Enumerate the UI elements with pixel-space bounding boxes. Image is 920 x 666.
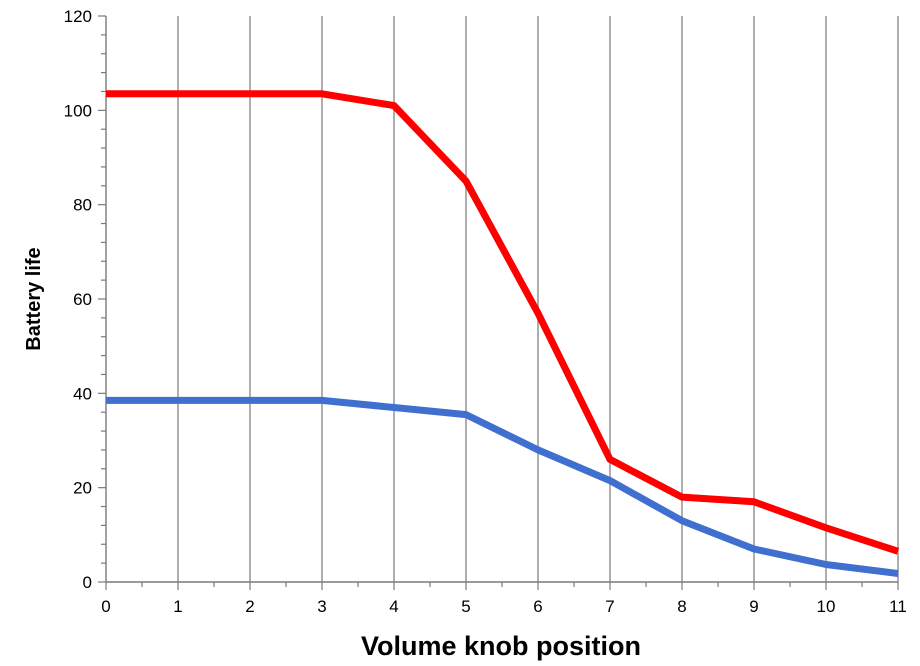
x-tick-label: 7 bbox=[605, 597, 614, 616]
y-tick-label: 60 bbox=[73, 290, 92, 309]
grid-lines bbox=[177, 16, 899, 582]
x-tick-label: 3 bbox=[317, 597, 326, 616]
y-tick-label: 80 bbox=[73, 196, 92, 215]
series-lines bbox=[106, 90, 900, 577]
x-tick-label: 0 bbox=[101, 597, 110, 616]
y-tick-label: 120 bbox=[64, 7, 92, 26]
y-tick-label: 0 bbox=[83, 573, 92, 592]
y-axis-title: Battery life bbox=[23, 247, 45, 350]
x-tick-label: 2 bbox=[245, 597, 254, 616]
axes bbox=[98, 15, 899, 590]
x-tick-label: 4 bbox=[389, 597, 398, 616]
y-tick-label: 40 bbox=[73, 384, 92, 403]
x-tick-label: 8 bbox=[677, 597, 686, 616]
x-tick-label: 11 bbox=[889, 597, 907, 616]
x-tick-label: 9 bbox=[749, 597, 758, 616]
x-axis-title: Volume knob position bbox=[361, 631, 641, 661]
series-line-2 bbox=[106, 396, 899, 577]
x-tick-label: 5 bbox=[461, 597, 470, 616]
y-tick-label: 100 bbox=[64, 101, 92, 120]
x-tick-labels: 0 1 2 3 4 5 6 7 8 9 10 11 bbox=[101, 597, 907, 616]
x-tick-label: 6 bbox=[533, 597, 542, 616]
series-line-1 bbox=[106, 90, 900, 555]
x-tick-label: 10 bbox=[817, 597, 836, 616]
y-tick-labels: 0 20 40 60 80 100 120 bbox=[64, 7, 92, 592]
y-tick-label: 20 bbox=[73, 479, 92, 498]
x-tick-label: 1 bbox=[173, 597, 182, 616]
